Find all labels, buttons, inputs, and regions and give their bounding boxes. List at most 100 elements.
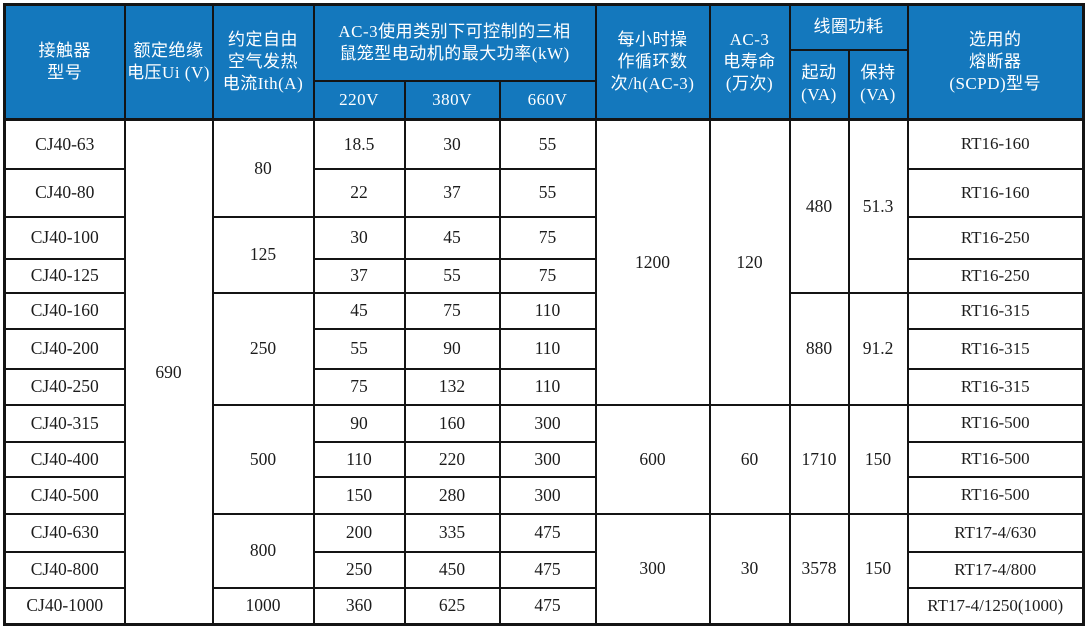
cell-power-220v: 250 [312,550,406,589]
cell-model: CJ40-630 [3,512,126,553]
cell-power-380v: 335 [403,512,501,553]
cell-power-660v: 110 [498,367,597,406]
cell-power-380v: 37 [403,167,501,218]
table-row: CJ40-63 690 80 18.5 30 55 1200 120 480 51.3 RT16-1… [3,118,1085,626]
header-op-cycles: 每小时操 作循环数 次/h(AC-3) [594,3,711,121]
cell-power-220v: 37 [312,257,406,294]
table-row: CJ40-80 22 37 55 RT16-160 [3,167,1085,218]
cell-model: CJ40-250 [3,367,126,406]
cell-model: CJ40-1000 [3,586,126,626]
cell-model: CJ40-100 [3,215,126,260]
cell-power-660v: 475 [498,550,597,589]
header-insulation-voltage: 额定绝缘 电压Ui (V) [123,3,214,121]
cell-fuse-model: RT16-160 [906,118,1085,170]
cell-power-380v: 220 [403,440,501,478]
cell-model: CJ40-200 [3,327,126,370]
cell-coil-holding: 51.3 [847,118,909,294]
contactor-spec-table: 接触器 型号 额定绝缘 电压Ui (V) 约定自由 空气发热 电流Ith(A) … [3,3,1085,626]
header-660v: 660V [498,79,597,121]
header-ac3-power-group: AC-3使用类别下可控制的三相 鼠笼型电动机的最大功率(kW) [312,3,597,82]
cell-coil-pickup: 480 [788,118,850,294]
header-380v: 380V [403,79,501,121]
cell-power-220v: 45 [312,291,406,330]
cell-model: CJ40-500 [3,475,126,515]
cell-coil-pickup: 880 [788,291,850,406]
cell-ac3-life: 120 [708,118,791,406]
cell-power-380v: 55 [403,257,501,294]
table-row: CJ40-1000 1000 360 625 475 RT17-4/1250(1000) [3,586,1085,626]
cell-model: CJ40-125 [3,257,126,294]
cell-power-660v: 475 [498,586,597,626]
cell-fuse-model: RT16-500 [906,475,1085,515]
cell-power-380v: 45 [403,215,501,260]
table-body: CJ40-63 690 80 18.5 30 55 1200 120 480 51.3 RT16-1… [3,118,1085,626]
cell-thermal-current: 1000 [211,586,315,626]
cell-thermal-current: 500 [211,403,315,515]
cell-coil-holding: 91.2 [847,291,909,406]
cell-power-660v: 110 [498,291,597,330]
cell-thermal-current: 800 [211,512,315,589]
cell-fuse-model: RT17-4/1250(1000) [906,586,1085,626]
table-row: CJ40-250 75 132 110 RT16-315 [3,367,1085,406]
table-row: CJ40-630 800 200 335 475 300 30 3578 150 RT17-4/6… [3,512,1085,626]
cell-coil-holding: 150 [847,512,909,626]
cell-fuse-model: RT16-250 [906,215,1085,260]
cell-power-220v: 200 [312,512,406,553]
cell-power-220v: 150 [312,475,406,515]
cell-coil-pickup: 1710 [788,403,850,515]
cell-model: CJ40-80 [3,167,126,218]
cell-power-660v: 75 [498,257,597,294]
cell-rated-insulation-voltage: 690 [123,118,214,626]
cell-power-660v: 300 [498,440,597,478]
table-row: CJ40-500 150 280 300 RT16-500 [3,475,1085,515]
table-row: CJ40-400 110 220 300 RT16-500 [3,440,1085,478]
table-row: CJ40-315 500 90 160 300 600 60 1710 150 RT16-500 [3,403,1085,515]
cell-power-220v: 110 [312,440,406,478]
cell-fuse-model: RT17-4/630 [906,512,1085,553]
cell-model: CJ40-315 [3,403,126,443]
cell-power-380v: 132 [403,367,501,406]
cell-thermal-current: 80 [211,118,315,218]
cell-model: CJ40-63 [3,118,126,170]
cell-thermal-current: 250 [211,291,315,406]
cell-power-380v: 450 [403,550,501,589]
cell-power-380v: 90 [403,327,501,370]
cell-power-220v: 22 [312,167,406,218]
cell-fuse-model: RT16-315 [906,367,1085,406]
cell-ac3-life: 30 [708,512,791,626]
cell-fuse-model: RT16-160 [906,167,1085,218]
cell-power-220v: 360 [312,586,406,626]
header-coil-holding: 保持 (VA) [847,48,909,121]
header-fuse: 选用的 熔断器 (SCPD)型号 [906,3,1085,121]
table-header: 接触器 型号 额定绝缘 电压Ui (V) 约定自由 空气发热 电流Ith(A) … [3,3,1085,121]
cell-power-660v: 475 [498,512,597,553]
cell-power-220v: 18.5 [312,118,406,170]
header-model: 接触器 型号 [3,3,126,121]
cell-power-380v: 30 [403,118,501,170]
cell-thermal-current: 125 [211,215,315,294]
header-row-2: 起动 (VA) 保持 (VA) [5,48,1084,121]
cell-op-cycles: 600 [594,403,711,515]
cell-power-220v: 55 [312,327,406,370]
cell-model: CJ40-800 [3,550,126,589]
cell-power-220v: 90 [312,403,406,443]
cell-power-380v: 160 [403,403,501,443]
cell-fuse-model: RT17-4/800 [906,550,1085,589]
header-row-1: 接触器 型号 额定绝缘 电压Ui (V) 约定自由 空气发热 电流Ith(A) … [3,3,1085,121]
spec-table-container: 接触器 型号 额定绝缘 电压Ui (V) 约定自由 空气发热 电流Ith(A) … [3,3,1085,626]
header-220v: 220V [312,79,406,121]
cell-power-220v: 75 [312,367,406,406]
header-thermal-current: 约定自由 空气发热 电流Ith(A) [211,3,315,121]
header-row-3: 220V 380V 660V [5,79,1084,121]
cell-power-660v: 55 [498,118,597,170]
table-row: CJ40-100 125 30 45 75 RT16-250 [3,215,1085,294]
cell-fuse-model: RT16-315 [906,327,1085,370]
cell-power-380v: 625 [403,586,501,626]
cell-fuse-model: RT16-500 [906,403,1085,443]
cell-ac3-life: 60 [708,403,791,515]
table-row: CJ40-160 250 45 75 110 880 91.2 RT16-315 [3,291,1085,406]
cell-power-660v: 75 [498,215,597,260]
cell-coil-pickup: 3578 [788,512,850,626]
table-row: CJ40-125 37 55 75 RT16-250 [3,257,1085,294]
header-coil-power-group: 线圈功耗 [788,3,909,51]
